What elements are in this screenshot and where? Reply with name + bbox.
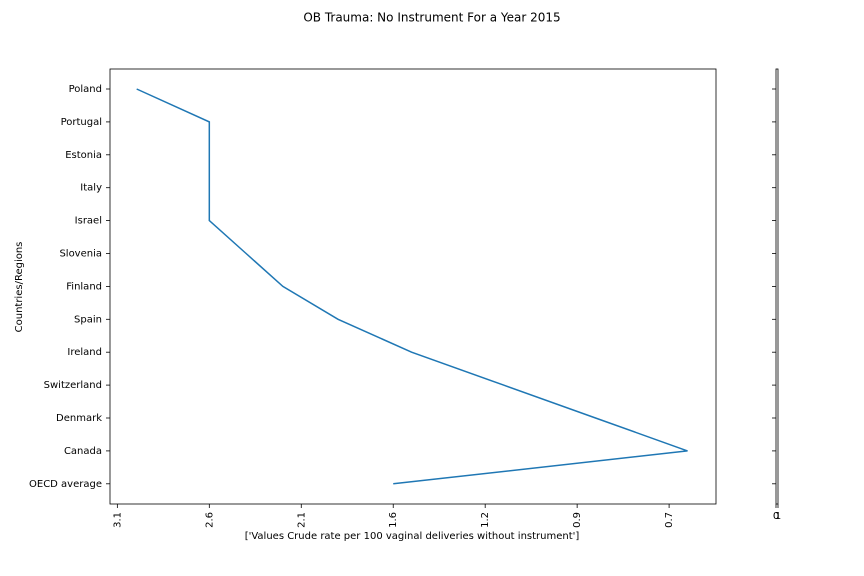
chart-title: OB Trauma: No Instrument For a Year 2015 [303,11,560,25]
side-axis-frame [775,68,779,505]
y-tick-label: Spain [74,314,102,325]
y-axis-label: Countries/Regions [14,242,25,333]
y-tick-label: Denmark [56,413,102,424]
x-tick-label: 0.7 [664,512,675,528]
y-tick-label: Slovenia [59,249,102,260]
side-x-tick-label: 1 [775,511,781,522]
y-tick-label: Finland [66,281,102,292]
plot-frame [109,68,717,505]
y-tick-label: Switzerland [44,380,102,391]
y-tick-label: Israel [75,216,102,227]
y-tick-label: OECD average [29,479,102,490]
y-tick-label: Estonia [65,150,102,161]
x-axis-label: ['Values Crude rate per 100 vaginal deli… [245,531,580,542]
x-tick-label: 3.1 [112,512,123,528]
x-tick-label: 2.6 [204,512,215,528]
y-tick-label: Canada [64,446,102,457]
y-tick-label: Portugal [61,117,102,128]
y-tick-label: Poland [69,84,102,95]
x-tick-label: 0.9 [572,512,583,528]
side-x-tick-label: 0 [773,511,779,522]
y-tick-label: Italy [80,183,102,194]
x-tick-label: 1.2 [480,512,491,528]
series-line [136,88,688,485]
x-tick-label: 2.1 [296,512,307,528]
x-tick-label: 1.6 [388,512,399,528]
y-tick-label: Ireland [67,347,102,358]
